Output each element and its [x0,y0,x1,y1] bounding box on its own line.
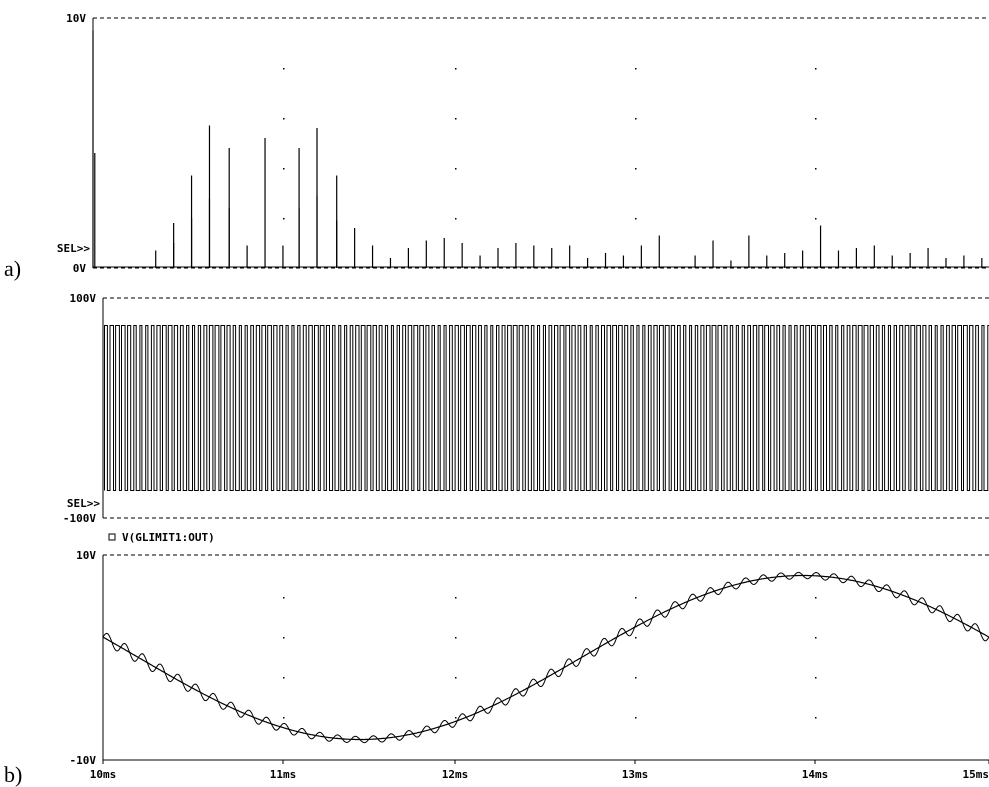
panel-b-sel-marker: SEL>> [67,497,100,510]
panel-a-grid-dot [635,218,637,220]
panel-c-grid-dot [635,597,637,599]
panel-c-grid-dot [815,717,817,719]
x-axis-ticks: 10ms 11ms 12ms 13ms 14ms 15ms [90,760,989,781]
panel-c-grid [283,597,817,719]
panel-a-ytick-bottom: 0V [73,262,87,275]
panel-a: 10V 0V SEL>> a) [4,12,989,281]
x-tick-label: 10ms [90,768,117,781]
panel-a-grid-dot [635,118,637,120]
panel-c-grid-dot [635,637,637,639]
panel-a-sel-marker: SEL>> [57,242,90,255]
panel-a-grid-dot [455,118,457,120]
panel-a-grid-dot [815,118,817,120]
panel-a-ytick-top: 10V [66,12,86,25]
panel-c-grid-dot [635,677,637,679]
panel-a-grid-dot [815,168,817,170]
panel-c: 10V -10V b) 10ms 11ms 12ms 13ms 14ms 15ms [4,549,989,787]
x-tick-label: 14ms [802,768,829,781]
panel-c-label: b) [4,762,22,787]
panel-a-grid-dot [283,168,285,170]
panel-c-grid-dot [283,717,285,719]
x-tick-label: 12ms [442,768,469,781]
panel-b: 100V -100V SEL>> [63,292,989,525]
legend: V(GLIMIT1:OUT) [108,531,215,544]
panel-a-grid-dot [283,218,285,220]
panel-a-label: a) [4,256,21,281]
panel-c-grid-dot [455,677,457,679]
panel-c-grid-dot [635,717,637,719]
panel-c-grid-dot [455,717,457,719]
panel-c-grid-dot [815,597,817,599]
panel-c-grid-dot [283,677,285,679]
panel-a-grid [283,68,817,220]
panel-b-ytick-bottom: -100V [63,512,96,525]
legend-label: V(GLIMIT1:OUT) [122,531,215,544]
panel-c-sine-rippled [102,571,989,744]
panel-c-trace [102,571,989,744]
panel-c-ytick-bottom: -10V [70,754,97,767]
panel-a-grid-dot [283,118,285,120]
panel-b-square-wave [104,325,989,491]
panel-c-grid-dot [815,637,817,639]
panel-c-sine-reference [102,574,989,741]
panel-a-grid-dot [815,218,817,220]
panel-a-grid-dot [455,68,457,70]
panel-a-trace [92,30,989,268]
panel-a-grid-dot [635,168,637,170]
panel-a-grid-dot [455,218,457,220]
panel-a-grid-dot [455,168,457,170]
panel-c-grid-dot [283,637,285,639]
legend-square-marker [108,533,116,541]
panel-a-grid-dot [815,68,817,70]
panel-b-trace [104,325,989,491]
panel-b-ytick-top: 100V [70,292,97,305]
x-tick-label: 13ms [622,768,649,781]
panel-c-grid-dot [455,637,457,639]
x-tick-label: 11ms [270,768,297,781]
panel-c-grid-dot [815,677,817,679]
panel-c-ytick-top: 10V [76,549,96,562]
x-tick-label: 15ms [963,768,989,781]
panel-c-grid-dot [455,597,457,599]
panel-a-grid-dot [635,68,637,70]
panel-c-grid-dot [283,597,285,599]
panel-a-grid-dot [283,68,285,70]
